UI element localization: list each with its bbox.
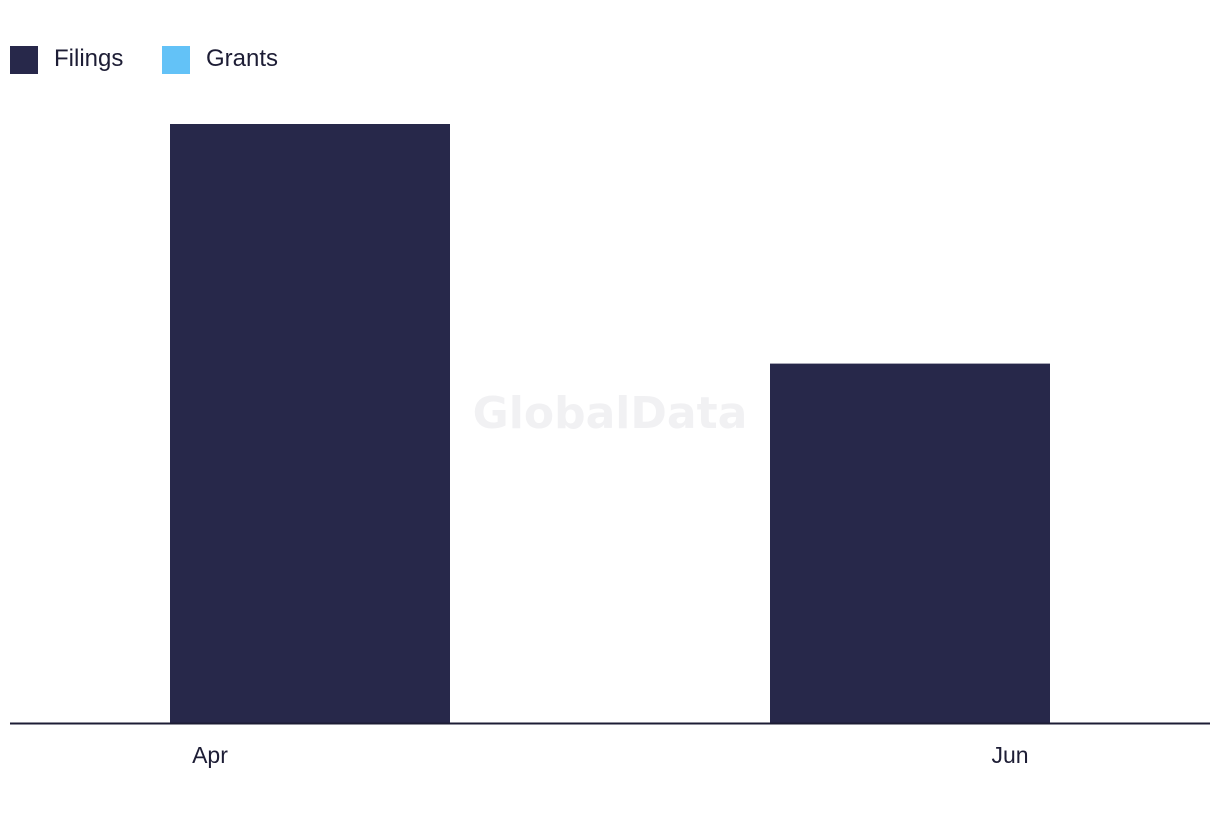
legend: Filings Grants [10,45,278,74]
watermark: GlobalData [473,388,748,439]
x-tick-label-apr: Apr [192,742,228,768]
x-axis-ticks: Apr Jun [192,742,1028,768]
legend-label-grants: Grants [206,45,278,72]
x-tick-label-jun: Jun [991,742,1028,768]
legend-label-filings: Filings [54,45,123,72]
bar-filings-apr[interactable] [170,124,450,723]
bar-filings-jun[interactable] [770,363,1050,723]
legend-swatch-filings [10,46,38,74]
legend-item-filings[interactable]: Filings [10,45,123,74]
legend-item-grants[interactable]: Grants [162,45,278,74]
legend-swatch-grants [162,46,190,74]
bars-group [170,124,1050,723]
